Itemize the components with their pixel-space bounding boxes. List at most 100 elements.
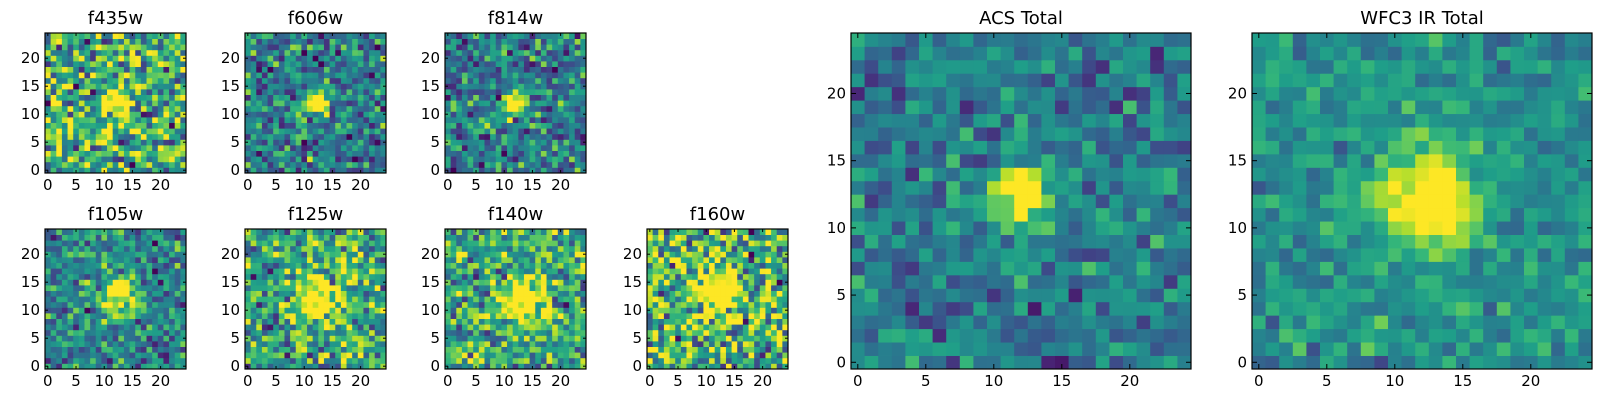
heatmap-cell: [546, 307, 553, 314]
heatmap-cell: [290, 363, 297, 370]
heatmap-cell: [484, 100, 491, 107]
heatmap-cell: [135, 341, 142, 347]
heatmap-cell: [759, 346, 766, 353]
heatmap-cell: [529, 61, 536, 67]
heatmap-cell: [250, 38, 257, 45]
heatmap-cell: [987, 167, 1001, 182]
heatmap-cell: [180, 49, 187, 56]
heatmap-cell: [932, 315, 947, 330]
heatmap-cell: [95, 290, 102, 297]
heatmap-cell: [90, 307, 97, 314]
heatmap-cell: [1123, 355, 1137, 370]
heatmap-cell: [647, 313, 654, 319]
heatmap-cell: [84, 307, 91, 314]
heatmap-cell: [445, 262, 452, 269]
heatmap-cell: [973, 274, 988, 289]
heatmap-cell: [697, 307, 704, 314]
heatmap-cell: [346, 156, 353, 163]
heatmap-cell: [329, 100, 336, 107]
heatmap-cell: [473, 100, 480, 107]
heatmap-cell: [478, 128, 485, 135]
heatmap-cell: [501, 324, 508, 331]
heatmap-cell: [1041, 315, 1056, 330]
heatmap-cell: [714, 313, 721, 319]
heatmap-cell: [340, 156, 347, 163]
heatmap-cell: [776, 341, 783, 347]
heatmap-cell: [529, 313, 536, 319]
heatmap-cell: [73, 122, 80, 129]
heatmap-cell: [284, 307, 291, 314]
heatmap-cell: [152, 139, 159, 146]
heatmap-cell: [73, 352, 80, 359]
heatmap-cell: [445, 324, 452, 331]
heatmap-cell: [1123, 180, 1137, 195]
heatmap-cell: [369, 139, 376, 146]
axes-frame: [244, 228, 387, 370]
heatmap-cell: [318, 324, 325, 331]
heatmap-cell: [546, 133, 553, 140]
heatmap-cell: [473, 296, 480, 303]
heatmap-cell: [323, 335, 330, 342]
heatmap-cell: [73, 296, 80, 303]
heatmap-cell: [523, 66, 530, 73]
heatmap-cell: [278, 290, 285, 297]
heatmap-cell: [552, 307, 559, 314]
heatmap-cell: [557, 161, 564, 168]
heatmap-cell: [84, 357, 91, 364]
heatmap-cell: [67, 117, 74, 123]
heatmap-cell: [1136, 288, 1151, 303]
heatmap-cell: [680, 240, 687, 247]
heatmap-cell: [878, 207, 893, 222]
heatmap-cell: [123, 83, 130, 90]
heatmap-cell: [157, 61, 164, 67]
heatmap-cell: [461, 156, 468, 163]
heatmap-cell: [905, 234, 920, 249]
heatmap-cell: [45, 240, 52, 247]
heatmap-cell: [95, 301, 102, 308]
heatmap-cell: [295, 318, 302, 325]
heatmap-cell: [78, 83, 85, 90]
heatmap-cell: [523, 161, 530, 168]
heatmap-cell: [697, 279, 704, 286]
heatmap-cell: [369, 83, 376, 90]
heatmap-cell: [754, 335, 761, 342]
heatmap-cell: [169, 285, 176, 291]
heatmap-cell: [323, 156, 330, 163]
heatmap-cell: [529, 262, 536, 269]
heatmap-cell: [146, 245, 153, 252]
heatmap-cell: [473, 117, 480, 123]
heatmap-cell: [512, 363, 519, 370]
heatmap-cell: [540, 156, 547, 163]
heatmap-cell: [495, 363, 502, 370]
heatmap-cell: [748, 296, 755, 303]
heatmap-cell: [290, 117, 297, 123]
heatmap-cell: [273, 245, 280, 252]
heatmap-cell: [146, 324, 153, 331]
heatmap-cell: [312, 229, 319, 235]
heatmap-cell: [61, 357, 68, 364]
heatmap-cell: [484, 268, 491, 275]
heatmap-cell: [295, 94, 302, 101]
x-tick-label: 20: [351, 372, 370, 390]
heatmap-cell: [290, 290, 297, 297]
heatmap-cell: [737, 341, 744, 347]
heatmap-cell: [307, 150, 314, 157]
heatmap-cell: [101, 133, 108, 140]
heatmap-cell: [765, 307, 772, 314]
heatmap-cell: [301, 346, 308, 353]
heatmap-cell: [552, 279, 559, 286]
heatmap-cell: [776, 262, 783, 269]
heatmap-cell: [737, 363, 744, 370]
heatmap-cell: [340, 38, 347, 45]
heatmap-cell: [709, 240, 716, 247]
heatmap-cell: [245, 352, 252, 359]
heatmap-cell: [1095, 274, 1110, 289]
heatmap-cell: [731, 285, 738, 291]
heatmap-cell: [569, 133, 576, 140]
heatmap-cell: [112, 133, 119, 140]
heatmap-cell: [652, 363, 659, 370]
heatmap-cell: [490, 363, 497, 370]
heatmap-cell: [776, 335, 783, 342]
heatmap-cell: [782, 229, 789, 235]
heatmap-cell: [658, 346, 665, 353]
